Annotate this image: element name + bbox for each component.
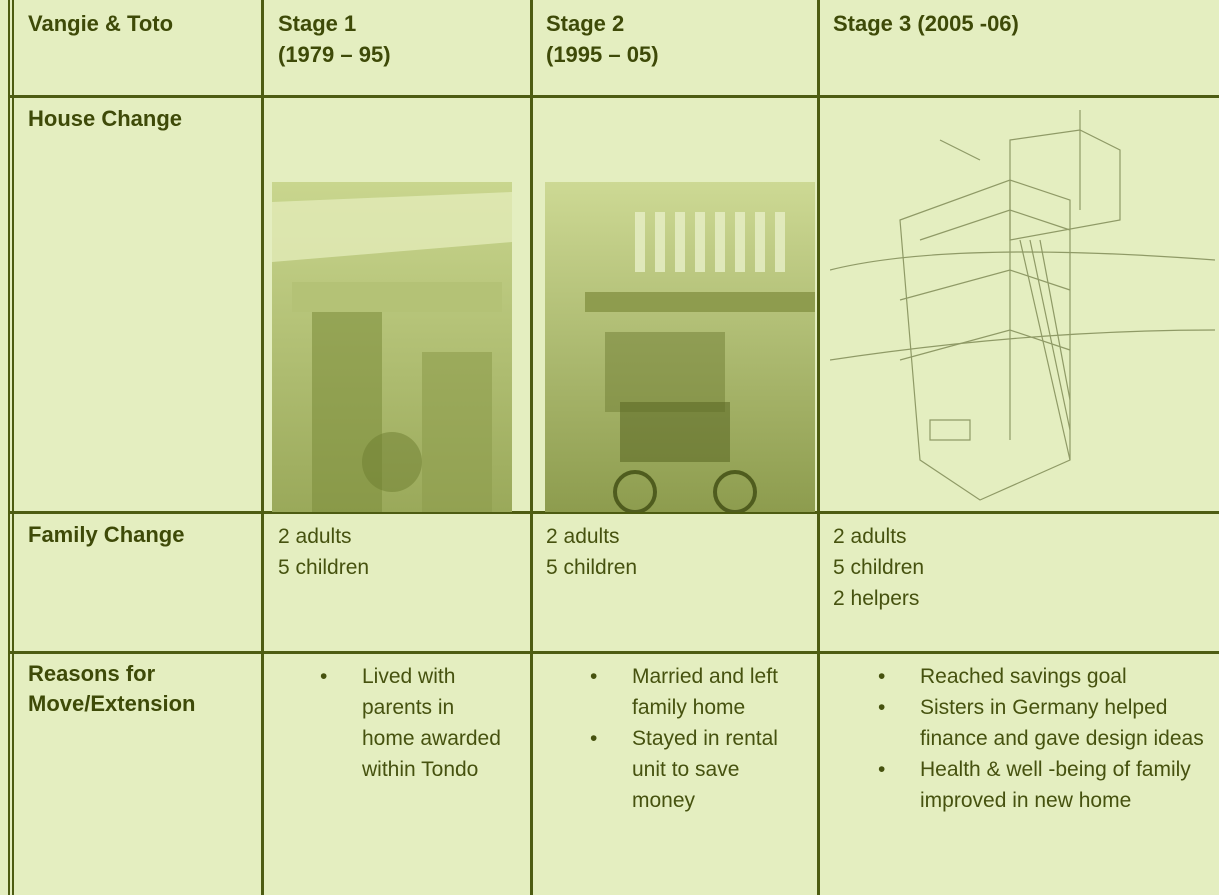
row-label-text: House Change: [28, 106, 183, 131]
row-label-text: Reasons for: [28, 661, 156, 686]
header-text: Stage 3 (2005 -06): [833, 11, 1019, 36]
cell-text: 2 adults: [833, 525, 907, 548]
cell: 2 adults 5 children 2 helpers: [833, 521, 924, 614]
header-cell: Stage 3 (2005 -06): [833, 8, 1019, 39]
header-text: (1995 – 05): [546, 42, 659, 67]
header-text: Vangie & Toto: [28, 11, 174, 36]
header-cell: Stage 2 (1995 – 05): [546, 8, 659, 70]
bullet-list: Reached savings goal Sisters in Germany …: [876, 661, 1216, 816]
bullet-list: Lived with parents in home awarded withi…: [318, 661, 510, 785]
bullet-item: Married and left family home: [588, 661, 806, 723]
sketch-stage-3: [830, 110, 1215, 501]
cell-text: 2 helpers: [833, 587, 920, 610]
border: [8, 0, 10, 895]
photo-stage-1: [272, 182, 512, 512]
bullet-item: Reached savings goal: [876, 661, 1216, 692]
border: [530, 0, 533, 895]
photo-stage-2: [545, 182, 815, 512]
cell-text: 2 adults: [546, 525, 620, 548]
border: [817, 0, 820, 895]
header-text: Stage 1: [278, 11, 357, 36]
bullet-item: Health & well -being of family improved …: [876, 754, 1216, 816]
border: [8, 651, 1219, 654]
border: [261, 0, 264, 895]
row-label: Family Change: [28, 519, 184, 550]
bullet-item: Stayed in rental unit to save money: [588, 723, 806, 816]
bullet-item: Lived with parents in home awarded withi…: [318, 661, 510, 785]
cell: 2 adults 5 children: [546, 521, 637, 583]
border: [8, 511, 1219, 514]
cell: 2 adults 5 children: [278, 521, 369, 583]
bullet-item: Sisters in Germany helped finance and ga…: [876, 692, 1216, 754]
border: [8, 95, 1219, 98]
border: [12, 0, 14, 895]
row-label: House Change: [28, 103, 182, 134]
header-cell: Stage 1 (1979 – 95): [278, 8, 391, 70]
row-label: Reasons for Move/Extension: [28, 659, 195, 719]
cell-text: 5 children: [278, 556, 370, 579]
cell-text: 5 children: [833, 556, 925, 579]
row-label-text: Family Change: [28, 522, 185, 547]
header-cell: Vangie & Toto: [28, 8, 173, 39]
bullet-list: Married and left family home Stayed in r…: [588, 661, 806, 816]
cell-text: 5 children: [546, 556, 638, 579]
row-label-text: Move/Extension: [28, 691, 196, 716]
header-text: (1979 – 95): [278, 42, 391, 67]
cell-text: 2 adults: [278, 525, 352, 548]
header-text: Stage 2: [546, 11, 625, 36]
